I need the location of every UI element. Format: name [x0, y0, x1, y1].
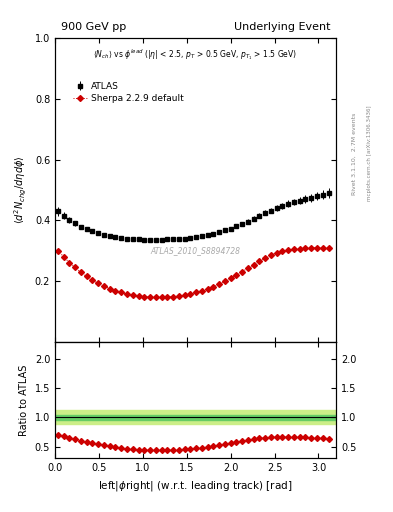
Text: mcplots.cern.ch [arXiv:1306.3436]: mcplots.cern.ch [arXiv:1306.3436]	[367, 106, 373, 201]
Text: $\langle N_{ch}\rangle$ vs $\phi^{lead}$ ($|\eta|$ < 2.5, $p_T$ > 0.5 GeV, $p_{T: $\langle N_{ch}\rangle$ vs $\phi^{lead}$…	[94, 48, 298, 62]
Y-axis label: $\langle d^2N_{chg}/d\eta d\phi\rangle$: $\langle d^2N_{chg}/d\eta d\phi\rangle$	[13, 156, 29, 224]
Bar	[55, 415, 336, 420]
Text: ATLAS_2010_S8894728: ATLAS_2010_S8894728	[151, 246, 241, 255]
Y-axis label: Ratio to ATLAS: Ratio to ATLAS	[19, 364, 29, 436]
Text: Rivet 3.1.10,  2.7M events: Rivet 3.1.10, 2.7M events	[352, 113, 357, 195]
X-axis label: left$|\phi$right$|$ (w.r.t. leading track) [rad]: left$|\phi$right$|$ (w.r.t. leading trac…	[98, 479, 293, 493]
Bar	[55, 411, 336, 424]
Text: Underlying Event: Underlying Event	[234, 23, 331, 32]
Text: 900 GeV pp: 900 GeV pp	[61, 23, 126, 32]
Legend: ATLAS, Sherpa 2.2.9 default: ATLAS, Sherpa 2.2.9 default	[70, 78, 187, 106]
